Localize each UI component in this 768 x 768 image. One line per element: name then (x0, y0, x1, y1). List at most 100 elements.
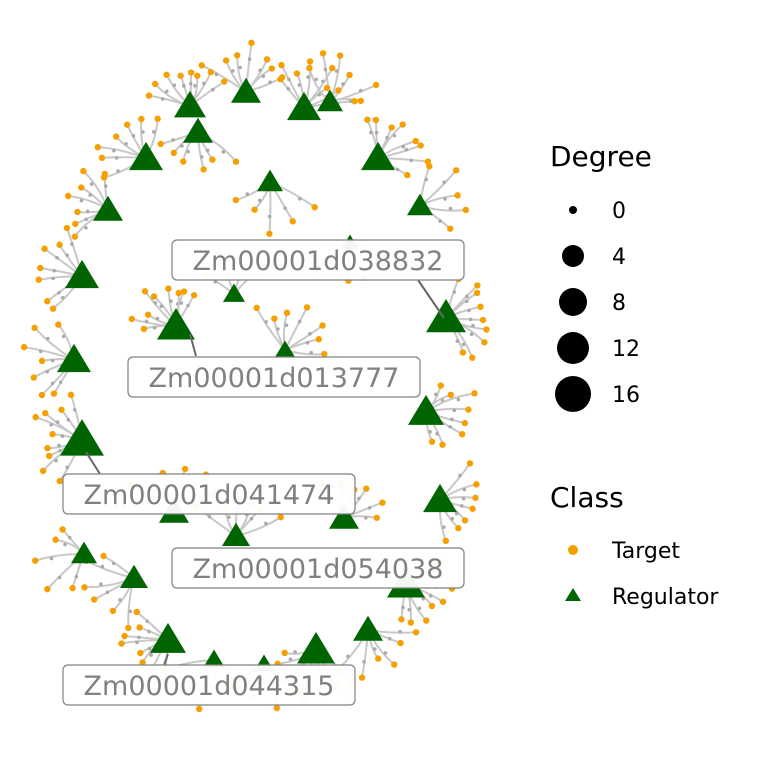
target-node (56, 241, 63, 248)
target-node (123, 121, 131, 128)
edge-arrowhead (288, 657, 293, 662)
target-node (459, 349, 467, 356)
target-node (271, 315, 278, 322)
edge-arrowhead (74, 574, 79, 579)
edge-arrowhead (65, 253, 69, 257)
target-node (101, 170, 108, 178)
regulator-node (71, 541, 97, 564)
target-node (373, 514, 380, 521)
target-node (181, 465, 189, 473)
edge-arrowhead (181, 84, 186, 88)
edge-arrowhead (54, 458, 58, 463)
edge-arrowhead (245, 192, 250, 196)
target-node (263, 56, 271, 63)
regulator-node (361, 141, 395, 171)
legend-class: Class Target Regulator (550, 481, 719, 610)
edge-arrowhead (314, 77, 319, 82)
target-node (44, 585, 51, 593)
edge-arrowhead (409, 158, 414, 163)
edge-arrowhead (57, 290, 61, 295)
legend-degree-item: 12 (612, 337, 640, 362)
edge-arrowhead (456, 397, 461, 402)
regulator-node (408, 394, 444, 425)
target-node (407, 619, 415, 626)
target-node (233, 52, 241, 59)
edge-arrowhead (100, 564, 105, 569)
regulator-node (93, 195, 123, 221)
target-node (453, 167, 460, 174)
target-node (335, 87, 342, 94)
gene-label-box (62, 473, 356, 515)
edge-arrowhead (45, 336, 50, 341)
edge-arrowhead (213, 279, 218, 284)
target-node (194, 72, 201, 79)
target-node (315, 336, 323, 343)
target-node (466, 460, 474, 467)
edge-arrowhead (85, 209, 90, 214)
target-node (251, 206, 258, 213)
edge-arrowhead (193, 84, 197, 88)
edge-arrowhead (398, 629, 402, 634)
target-node (283, 309, 291, 317)
legend-target-circle (568, 545, 578, 555)
edge-arrowhead (452, 290, 457, 294)
edge-arrowhead (155, 316, 160, 321)
target-node (198, 62, 205, 69)
edge-arrowhead (264, 320, 268, 324)
target-node (412, 137, 419, 145)
target-node (397, 639, 404, 647)
target-node (20, 343, 28, 351)
target-node (154, 115, 161, 122)
legend-degree: Degree 0 4 8 12 16 (550, 140, 652, 412)
target-node (58, 406, 65, 413)
target-node (207, 68, 215, 76)
target-node (44, 297, 51, 305)
edge-arrowhead (357, 496, 361, 501)
degree-size-8 (559, 288, 587, 316)
target-node (442, 537, 450, 545)
target-node (303, 304, 311, 311)
target-node (35, 276, 42, 283)
edge-arrowhead (88, 193, 92, 197)
edge-arrowhead (468, 317, 473, 322)
legend-class-title: Class (550, 481, 624, 514)
edge-arrowhead (49, 556, 54, 561)
target-node (67, 391, 75, 399)
target-node (417, 142, 424, 149)
edge-arrowhead (72, 408, 77, 412)
target-node (277, 513, 284, 521)
edge-arrowhead (165, 89, 169, 94)
edge-arrowhead (297, 196, 302, 201)
target-node-layer (20, 39, 490, 713)
edge-arrowhead (131, 133, 136, 138)
edge-arrowhead (421, 596, 426, 601)
edge-arrowhead (443, 197, 447, 201)
edge-arrowhead (141, 130, 145, 134)
edge-arrowhead (435, 432, 439, 436)
edge-arrowhead (293, 650, 297, 654)
edge-arrowhead (114, 156, 119, 160)
edge-arrowhead (401, 144, 405, 149)
edge-arrowhead (153, 301, 158, 305)
target-node (136, 624, 143, 631)
edge-arrowhead (257, 198, 262, 203)
regulator-node (120, 564, 148, 588)
target-node (128, 315, 136, 323)
edge-arrowhead (247, 57, 252, 62)
target-node (94, 143, 102, 151)
target-node (439, 441, 446, 448)
edge-arrowhead (287, 77, 291, 82)
regulator-node (183, 117, 213, 143)
target-node (357, 97, 365, 105)
target-node (45, 452, 53, 460)
target-node (121, 632, 128, 640)
target-node (372, 81, 380, 89)
edge-arrowhead (79, 198, 84, 203)
target-node (180, 288, 188, 295)
target-node (474, 282, 481, 289)
target-node (32, 413, 39, 421)
regulator-node (275, 340, 295, 358)
target-node (483, 326, 490, 333)
target-node (329, 64, 336, 72)
edge-arrowhead (297, 319, 302, 324)
